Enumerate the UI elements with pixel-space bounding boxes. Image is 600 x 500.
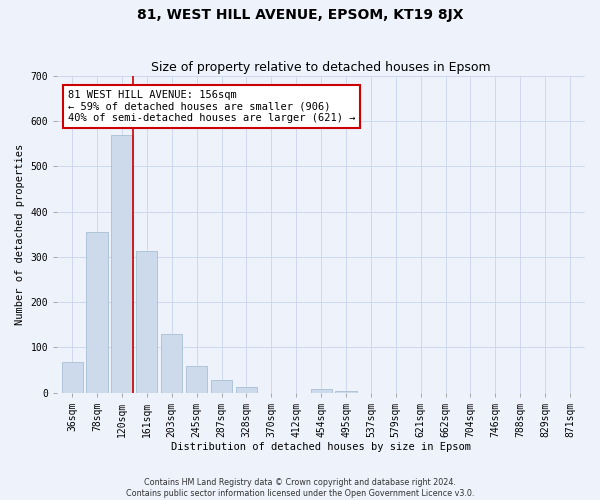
Title: Size of property relative to detached houses in Epsom: Size of property relative to detached ho… [151, 62, 491, 74]
Bar [236, 387, 257, 392]
Bar [136, 251, 157, 392]
X-axis label: Distribution of detached houses by size in Epsom: Distribution of detached houses by size … [171, 442, 471, 452]
Bar [335, 391, 356, 392]
Bar [86, 232, 107, 392]
Bar [311, 388, 332, 392]
Y-axis label: Number of detached properties: Number of detached properties [15, 144, 25, 325]
Bar [161, 334, 182, 392]
Bar [186, 366, 207, 392]
Text: 81 WEST HILL AVENUE: 156sqm
← 59% of detached houses are smaller (906)
40% of se: 81 WEST HILL AVENUE: 156sqm ← 59% of det… [68, 90, 355, 123]
Text: Contains HM Land Registry data © Crown copyright and database right 2024.
Contai: Contains HM Land Registry data © Crown c… [126, 478, 474, 498]
Bar [211, 380, 232, 392]
Bar [62, 362, 83, 392]
Text: 81, WEST HILL AVENUE, EPSOM, KT19 8JX: 81, WEST HILL AVENUE, EPSOM, KT19 8JX [137, 8, 463, 22]
Bar [112, 136, 133, 392]
